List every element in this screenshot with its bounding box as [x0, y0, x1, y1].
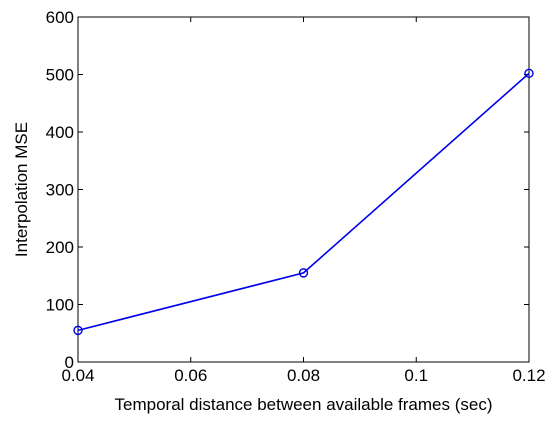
x-tick-label: 0.04 [61, 366, 94, 385]
data-point [298, 268, 309, 278]
y-axis-label: Interpolation MSE [12, 122, 31, 257]
x-tick-label: 0.08 [287, 366, 320, 385]
y-tick-label: 600 [46, 8, 74, 27]
x-tick-label: 0.06 [174, 366, 207, 385]
y-tick-label: 400 [46, 123, 74, 142]
series-layer [73, 68, 534, 336]
y-tick-label: 200 [46, 238, 74, 257]
axis-ticks: 0.04 0.06 0.08 0.1 0.12 0 100 200 300 400 500 600 [46, 8, 546, 385]
data-point [524, 68, 534, 79]
y-tick-label: 300 [46, 181, 74, 200]
series-line [77, 72, 530, 332]
x-axis-label: Temporal distance between available fram… [115, 395, 493, 414]
data-point [73, 325, 83, 336]
x-tick-label: 0.12 [512, 366, 545, 385]
plot-area [77, 16, 530, 363]
y-tick-label: 0 [65, 353, 74, 372]
y-tick-label: 500 [46, 66, 74, 85]
x-tick-label: 0.1 [404, 366, 428, 385]
y-tick-label: 100 [46, 296, 74, 315]
